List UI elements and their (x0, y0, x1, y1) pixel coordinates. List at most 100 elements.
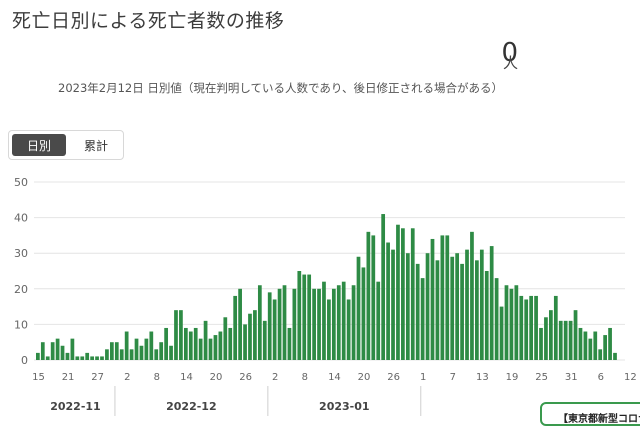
bar[interactable] (499, 306, 504, 360)
bar[interactable] (381, 214, 386, 360)
bar[interactable] (198, 338, 203, 360)
bar[interactable] (583, 331, 588, 360)
bar[interactable] (174, 310, 178, 360)
bar[interactable] (558, 320, 563, 360)
bar[interactable] (114, 342, 119, 360)
bar[interactable] (109, 342, 114, 360)
bar[interactable] (405, 253, 410, 360)
bar[interactable] (292, 288, 297, 360)
bar[interactable] (336, 285, 341, 360)
bar[interactable] (578, 327, 583, 360)
bar[interactable] (257, 285, 262, 360)
bar[interactable] (149, 331, 154, 360)
bar[interactable] (183, 327, 188, 360)
bar[interactable] (36, 352, 40, 360)
bar[interactable] (159, 342, 164, 360)
bar[interactable] (396, 224, 400, 360)
bar[interactable] (514, 285, 519, 360)
bar[interactable] (549, 310, 553, 360)
bar[interactable] (282, 285, 287, 360)
bar[interactable] (262, 320, 267, 360)
bar[interactable] (331, 288, 336, 360)
bar[interactable] (322, 281, 326, 360)
bar[interactable] (534, 295, 538, 360)
bar[interactable] (188, 331, 193, 360)
bar[interactable] (327, 299, 331, 360)
tab-daily[interactable]: 日別 (12, 134, 66, 156)
bar[interactable] (307, 274, 312, 360)
bar[interactable] (366, 231, 371, 360)
bar[interactable] (420, 278, 425, 360)
bar[interactable] (588, 338, 593, 360)
bar[interactable] (179, 310, 183, 360)
bar[interactable] (203, 320, 208, 360)
bar[interactable] (312, 288, 316, 360)
bar[interactable] (95, 356, 99, 360)
bar[interactable] (100, 356, 104, 360)
bar[interactable] (218, 331, 223, 360)
bar[interactable] (608, 327, 612, 360)
bar[interactable] (494, 278, 499, 360)
bar[interactable] (465, 249, 469, 360)
bar[interactable] (553, 295, 558, 360)
bar[interactable] (435, 260, 440, 360)
bar[interactable] (233, 295, 238, 360)
bar[interactable] (341, 281, 346, 360)
bar[interactable] (460, 263, 464, 360)
bar[interactable] (85, 352, 90, 360)
bar[interactable] (139, 345, 144, 360)
bar[interactable] (544, 317, 548, 360)
bar[interactable] (445, 235, 450, 360)
bar[interactable] (484, 271, 489, 360)
bar[interactable] (213, 335, 218, 360)
bar[interactable] (603, 335, 608, 360)
bar[interactable] (45, 356, 50, 360)
bar[interactable] (401, 228, 405, 360)
bar[interactable] (50, 342, 55, 360)
bar[interactable] (356, 256, 361, 360)
bar[interactable] (598, 349, 603, 360)
bar[interactable] (80, 356, 85, 360)
bar[interactable] (376, 281, 381, 360)
bar[interactable] (450, 256, 455, 360)
bar[interactable] (539, 327, 543, 360)
bar[interactable] (563, 320, 568, 360)
bar[interactable] (134, 338, 139, 360)
bar[interactable] (386, 242, 390, 360)
bar[interactable] (208, 338, 213, 360)
bar[interactable] (489, 246, 494, 360)
bar[interactable] (243, 324, 247, 360)
bar[interactable] (475, 260, 479, 360)
bar[interactable] (346, 299, 351, 360)
bar[interactable] (169, 345, 173, 360)
bar[interactable] (529, 295, 534, 360)
bar[interactable] (391, 249, 395, 360)
bar[interactable] (317, 288, 321, 360)
bar[interactable] (277, 288, 282, 360)
bar[interactable] (297, 271, 302, 360)
bar[interactable] (504, 285, 509, 360)
bar[interactable] (65, 352, 70, 360)
bar[interactable] (440, 235, 445, 360)
bar[interactable] (119, 349, 124, 360)
bar[interactable] (593, 331, 598, 360)
bar[interactable] (144, 338, 149, 360)
bar[interactable] (272, 299, 277, 360)
bar[interactable] (105, 349, 109, 360)
bar[interactable] (371, 235, 376, 360)
bar[interactable] (55, 338, 60, 360)
bar[interactable] (455, 253, 460, 360)
bar[interactable] (568, 320, 573, 360)
bar[interactable] (90, 356, 94, 360)
bar[interactable] (164, 327, 168, 360)
bar[interactable] (351, 285, 356, 360)
bar[interactable] (287, 327, 292, 360)
bar[interactable] (479, 249, 484, 360)
bar[interactable] (154, 349, 159, 360)
bar[interactable] (573, 310, 578, 360)
tab-cumulative[interactable]: 累計 (83, 138, 108, 153)
bar[interactable] (415, 263, 420, 360)
bar[interactable] (238, 288, 242, 360)
bar[interactable] (129, 349, 134, 360)
bar[interactable] (361, 267, 366, 360)
